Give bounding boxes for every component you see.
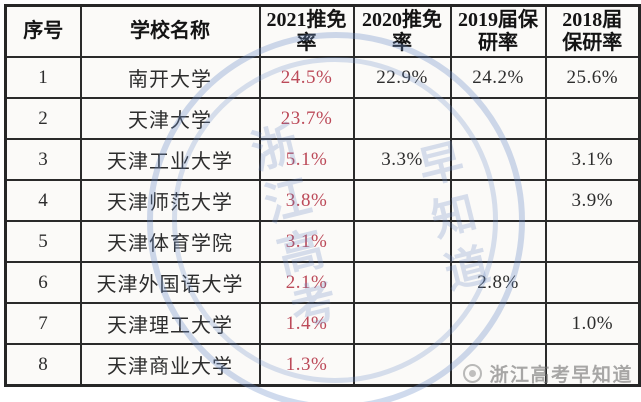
cell-rate-2021: 3.1% xyxy=(258,220,355,263)
cell-rate-2020 xyxy=(352,302,452,345)
table-header-row: 序号 学校名称 2021推免率 2020推免率 2019届保研率 2018届保研… xyxy=(4,4,641,58)
column-header-rate-2021: 2021推免率 xyxy=(258,4,355,58)
cell-rate-2020: 22.9% xyxy=(352,56,452,99)
cell-rate-2020 xyxy=(352,220,452,263)
cell-school: 天津大学 xyxy=(79,97,261,140)
column-header-index: 序号 xyxy=(4,4,82,58)
table-row: 2 天津大学 23.7% xyxy=(4,97,641,140)
cell-rate-2018: 25.6% xyxy=(544,56,641,99)
cell-rate-2019 xyxy=(449,302,547,345)
cell-school: 天津外国语大学 xyxy=(79,261,261,304)
table-row: 3 天津工业大学 5.1% 3.3% 3.1% xyxy=(4,138,641,181)
cell-rate-2020 xyxy=(352,261,452,304)
table-body: 1 南开大学 24.5% 22.9% 24.2% 25.6% 2 天津大学 23.7% 3 天津工业… xyxy=(4,56,641,387)
cell-rate-2020 xyxy=(352,97,452,140)
column-header-rate-2020: 2020推免率 xyxy=(352,4,452,58)
cell-rate-2018 xyxy=(544,97,641,140)
cell-rate-2020 xyxy=(352,343,452,387)
cell-school: 天津体育学院 xyxy=(79,220,261,263)
table-row: 7 天津理工大学 1.4% 1.0% xyxy=(4,302,641,345)
cell-school: 天津理工大学 xyxy=(79,302,261,345)
cell-rate-2018: 1.0% xyxy=(544,302,641,345)
column-header-school: 学校名称 xyxy=(79,4,261,58)
cell-rate-2018 xyxy=(544,343,641,387)
cell-index: 7 xyxy=(4,302,82,345)
table-row: 4 天津师范大学 3.8% 3.9% xyxy=(4,179,641,222)
cell-rate-2019: 24.2% xyxy=(449,56,547,99)
cell-rate-2019 xyxy=(449,179,547,222)
cell-rate-2019 xyxy=(449,138,547,181)
cell-rate-2021: 23.7% xyxy=(258,97,355,140)
column-header-rate-2018: 2018届保研率 xyxy=(544,4,641,58)
cell-rate-2018 xyxy=(544,220,641,263)
table-row: 6 天津外国语大学 2.1% 2.8% xyxy=(4,261,641,304)
cell-index: 1 xyxy=(4,56,82,99)
table-header: 序号 学校名称 2021推免率 2020推免率 2019届保研率 2018届保研… xyxy=(4,4,641,58)
table-row: 1 南开大学 24.5% 22.9% 24.2% 25.6% xyxy=(4,56,641,99)
cell-index: 3 xyxy=(4,138,82,181)
cell-rate-2021: 5.1% xyxy=(258,138,355,181)
column-header-rate-2019: 2019届保研率 xyxy=(449,4,547,58)
cell-school: 天津工业大学 xyxy=(79,138,261,181)
cell-rate-2021: 1.3% xyxy=(258,343,355,387)
table-row: 8 天津商业大学 1.3% xyxy=(4,343,641,387)
cell-school: 天津师范大学 xyxy=(79,179,261,222)
cell-index: 4 xyxy=(4,179,82,222)
cell-school: 南开大学 xyxy=(79,56,261,99)
cell-rate-2021: 1.4% xyxy=(258,302,355,345)
cell-rate-2020 xyxy=(352,179,452,222)
table-row: 5 天津体育学院 3.1% xyxy=(4,220,641,263)
cell-rate-2019 xyxy=(449,220,547,263)
cell-rate-2020: 3.3% xyxy=(352,138,452,181)
cell-index: 8 xyxy=(4,343,82,387)
university-rates-table: 序号 学校名称 2021推免率 2020推免率 2019届保研率 2018届保研… xyxy=(4,4,641,387)
cell-rate-2018: 3.9% xyxy=(544,179,641,222)
cell-school: 天津商业大学 xyxy=(79,343,261,387)
cell-rate-2021: 24.5% xyxy=(258,56,355,99)
cell-rate-2021: 2.1% xyxy=(258,261,355,304)
cell-rate-2018: 3.1% xyxy=(544,138,641,181)
cell-rate-2019: 2.8% xyxy=(449,261,547,304)
cell-rate-2019 xyxy=(449,343,547,387)
cell-index: 2 xyxy=(4,97,82,140)
cell-rate-2018 xyxy=(544,261,641,304)
cell-rate-2021: 3.8% xyxy=(258,179,355,222)
cell-rate-2019 xyxy=(449,97,547,140)
cell-index: 5 xyxy=(4,220,82,263)
cell-index: 6 xyxy=(4,261,82,304)
